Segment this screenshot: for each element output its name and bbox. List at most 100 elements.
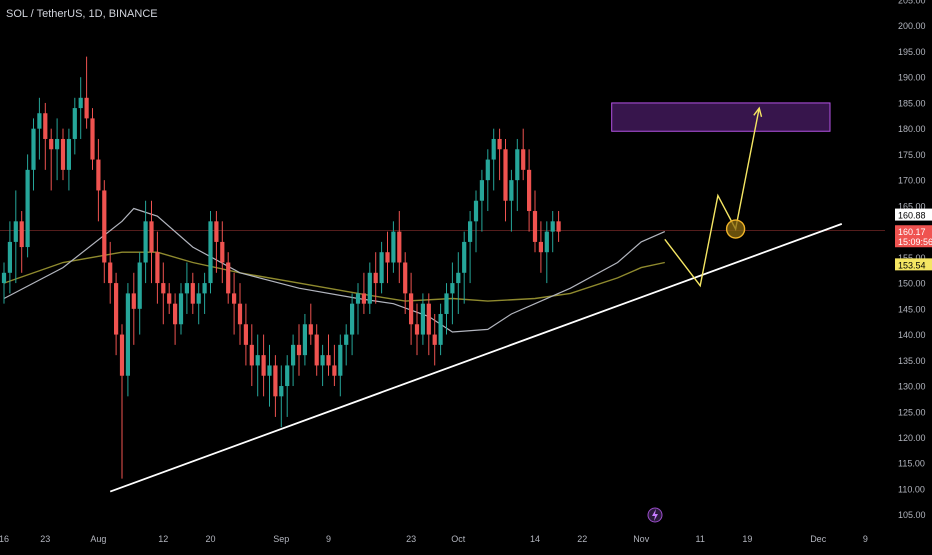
candle-body[interactable] [485,159,490,181]
candle-body[interactable] [202,283,207,294]
candle-body[interactable] [102,190,107,263]
candle-body[interactable] [143,221,148,263]
candle-body[interactable] [149,221,154,253]
candle-body[interactable] [326,355,331,366]
candle-body[interactable] [438,313,443,345]
candle-body[interactable] [350,303,355,335]
candle-body[interactable] [13,221,18,242]
candle-body[interactable] [232,293,237,304]
candle-body[interactable] [208,221,213,284]
candle-body[interactable] [267,365,272,376]
candle-body[interactable] [43,113,48,139]
candle-body[interactable] [96,159,101,191]
candle-body[interactable] [49,138,54,150]
candle-body[interactable] [456,272,461,284]
candle-body[interactable] [173,303,178,325]
candle-body[interactable] [19,221,24,248]
candle-body[interactable] [409,293,414,325]
candle-body[interactable] [397,231,402,263]
candle-body[interactable] [60,138,66,170]
candle-body[interactable] [255,355,260,366]
candle-body[interactable] [84,97,89,119]
candle-body[interactable] [196,293,201,304]
candle-body[interactable] [355,293,361,304]
candle-body[interactable] [1,272,7,284]
candle-body[interactable] [538,241,543,253]
candle-body[interactable] [220,241,225,263]
projection-path[interactable] [664,107,760,288]
candle-body[interactable] [249,344,254,366]
candle-body[interactable] [468,221,473,242]
candle-body[interactable] [237,303,243,325]
candle-body[interactable] [155,252,160,284]
candle-body[interactable] [131,293,136,309]
candle-body[interactable] [391,231,396,263]
candle-body[interactable] [332,365,337,376]
candle-body[interactable] [273,365,278,397]
candle-body[interactable] [90,118,95,160]
candle-body[interactable] [320,355,325,366]
candle-body[interactable] [285,365,290,387]
candle-body[interactable] [479,180,484,201]
candle-body[interactable] [385,252,390,263]
candle-body[interactable] [420,303,425,335]
candle-body[interactable] [190,283,195,304]
projection-circle-marker[interactable] [725,219,746,239]
candle-body[interactable] [78,97,83,109]
candle-body[interactable] [119,334,125,376]
candle-body[interactable] [550,221,555,232]
candle-body[interactable] [432,334,437,345]
candle-body[interactable] [66,138,71,170]
candle-body[interactable] [25,169,30,248]
candle-body[interactable] [184,283,189,294]
candle-body[interactable] [379,252,384,284]
candle-body[interactable] [7,241,12,273]
candle-body[interactable] [462,241,467,273]
candle-body[interactable] [338,344,343,376]
candle-body[interactable] [261,355,266,376]
candle-body[interactable] [314,334,319,366]
candle-body[interactable] [367,272,372,304]
candle-body[interactable] [556,221,561,232]
candle-body[interactable] [279,386,284,397]
candle-body[interactable] [509,180,514,201]
candle-body[interactable] [114,283,119,335]
candle-body[interactable] [403,262,408,294]
candle-body[interactable] [161,283,166,294]
candle-body[interactable] [302,324,307,356]
candle-body[interactable] [37,113,42,129]
candle-body[interactable] [450,283,455,294]
candle-body[interactable] [544,231,549,253]
candle-body[interactable] [31,128,36,170]
candle-body[interactable] [532,211,538,242]
candle-body[interactable] [515,149,520,181]
support-trendline[interactable] [109,223,843,493]
candle-body[interactable] [72,108,77,139]
candle-body[interactable] [167,293,172,304]
candle-body[interactable] [527,169,532,212]
candle-body[interactable] [308,324,313,335]
candle-body[interactable] [361,293,366,304]
candle-body[interactable] [521,149,526,170]
candle-body[interactable] [503,149,508,201]
candle-body[interactable] [473,200,479,222]
target-zone-rectangle[interactable] [611,102,831,132]
candle-body[interactable] [426,303,431,335]
candle-body[interactable] [373,272,378,284]
candle-body[interactable] [291,344,296,366]
candle-body[interactable] [296,344,302,356]
candle-body[interactable] [414,324,420,335]
candle-body[interactable] [55,138,60,150]
candle-body[interactable] [243,324,248,345]
candle-body[interactable] [108,262,113,284]
candle-body[interactable] [497,138,502,150]
candle-body[interactable] [125,293,130,376]
candle-body[interactable] [178,293,184,325]
candle-body[interactable] [444,293,449,314]
candle-body[interactable] [214,221,219,242]
candle-body[interactable] [226,262,231,294]
candle-body[interactable] [344,334,349,345]
candle-body[interactable] [491,138,496,160]
